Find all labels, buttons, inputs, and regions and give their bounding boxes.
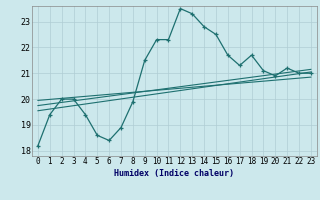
- X-axis label: Humidex (Indice chaleur): Humidex (Indice chaleur): [115, 169, 234, 178]
